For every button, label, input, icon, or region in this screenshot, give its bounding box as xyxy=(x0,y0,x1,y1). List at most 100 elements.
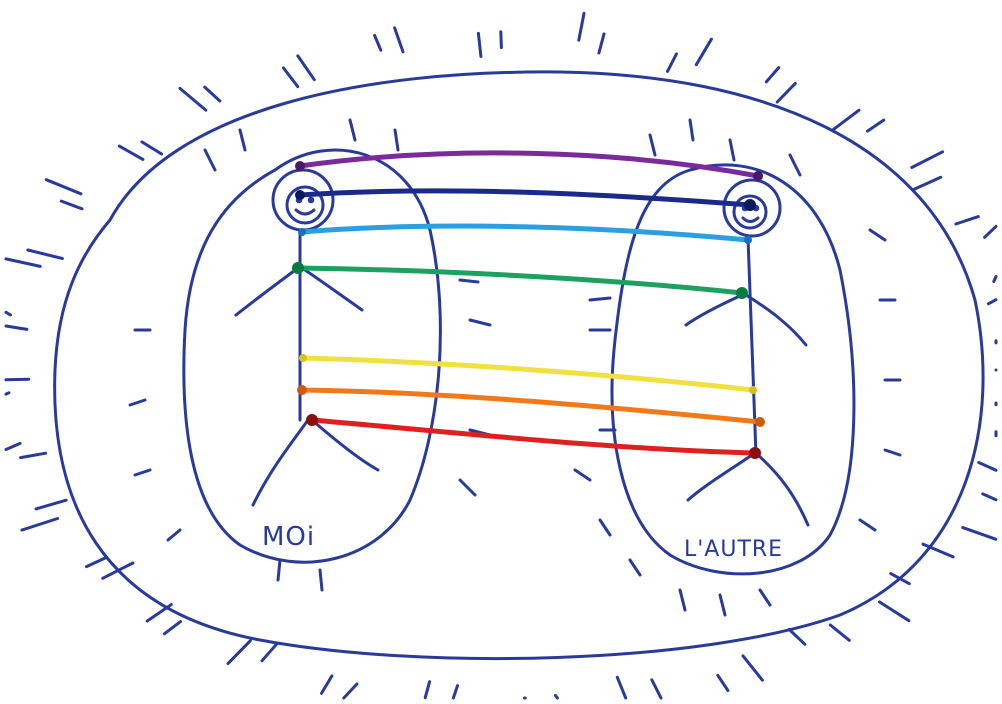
moi-head-inner xyxy=(285,185,325,225)
connection-orange xyxy=(299,387,763,425)
dot-autre-yellow xyxy=(749,386,757,394)
autre-figure xyxy=(684,178,810,527)
aura-ray xyxy=(977,461,998,472)
aura-ray xyxy=(983,224,998,239)
dot-moi-yellow xyxy=(299,354,307,362)
aura-ray xyxy=(133,468,152,477)
aura-ray xyxy=(4,391,11,396)
aura-ray xyxy=(373,33,383,52)
aura-ray xyxy=(458,478,477,497)
aura-ray xyxy=(648,133,657,157)
aura-ray xyxy=(573,468,592,482)
aura-ray xyxy=(19,451,48,460)
aura-ray xyxy=(44,178,83,196)
aura-ray xyxy=(554,694,559,700)
connection-indigo xyxy=(297,188,753,208)
autre-arms xyxy=(684,293,808,347)
aura-ray xyxy=(162,620,182,636)
aura-ray xyxy=(877,600,911,623)
autre-label: L'AUTRE xyxy=(684,537,783,562)
aura-ray xyxy=(226,639,252,666)
aura-ray xyxy=(178,86,208,112)
aura-ray xyxy=(128,398,147,407)
aura-ray xyxy=(320,674,334,695)
dot-autre-orange xyxy=(755,417,765,427)
aura-ray xyxy=(764,66,781,84)
aura-ray xyxy=(718,593,727,617)
aura-ray xyxy=(499,30,503,50)
aura-ray xyxy=(688,118,695,142)
dot-moi-blue xyxy=(298,228,306,236)
aura-ray xyxy=(678,588,687,612)
aura-ray xyxy=(615,675,628,700)
aura-ray xyxy=(296,54,316,82)
dot-autre-blue xyxy=(744,236,752,244)
aura-rays xyxy=(4,11,998,700)
aura-ray xyxy=(628,558,642,577)
aura-ray xyxy=(318,568,324,592)
moi-head xyxy=(271,168,335,232)
connection-green xyxy=(295,265,745,296)
aura-ray xyxy=(694,37,713,67)
aura-ray xyxy=(868,228,887,242)
moi-oval xyxy=(182,148,442,564)
aura-ray xyxy=(393,26,405,54)
aura-ray xyxy=(166,528,182,542)
autre-head-inner xyxy=(732,194,768,230)
aura-ray xyxy=(650,678,663,700)
aura-ray xyxy=(4,441,22,451)
aura-ray xyxy=(20,517,60,532)
aura-ray xyxy=(117,144,145,161)
aura-ray xyxy=(85,556,108,569)
aura-ray xyxy=(59,199,84,211)
aura-ray xyxy=(992,275,998,283)
aura-ray xyxy=(961,526,998,541)
dot-moi-indigo xyxy=(295,190,305,200)
dot-moi-red xyxy=(306,414,318,426)
autre-head xyxy=(722,178,782,238)
dot-moi-violet xyxy=(295,161,305,171)
aura-ray xyxy=(775,81,797,104)
connection-yellow xyxy=(300,355,756,393)
outer-field-ellipse xyxy=(53,70,985,661)
aura-ray xyxy=(26,248,64,260)
aura-ray xyxy=(910,150,945,169)
moi-label: MOi xyxy=(262,522,315,552)
dot-moi-orange xyxy=(297,385,307,395)
aura-ray xyxy=(788,153,802,177)
connection-blue xyxy=(299,223,751,243)
connections xyxy=(295,150,763,456)
moi-figure xyxy=(234,168,380,507)
aura-ray xyxy=(758,588,772,607)
aura-ray xyxy=(238,128,247,152)
aura-ray xyxy=(203,85,222,103)
autre-legs xyxy=(686,453,810,527)
aura-ray xyxy=(858,518,877,532)
connection-red xyxy=(309,417,758,456)
aura-ray xyxy=(866,118,886,133)
dot-autre-indigo xyxy=(744,199,756,211)
aura-ray xyxy=(458,278,480,284)
aura-ray xyxy=(883,448,902,457)
dot-autre-red xyxy=(749,447,761,459)
aura-ray xyxy=(140,140,164,156)
aura-ray xyxy=(4,310,12,317)
aura-ray xyxy=(451,684,459,700)
aura-ray xyxy=(598,518,612,537)
aura-ray xyxy=(828,623,851,642)
moi-arms xyxy=(234,266,364,317)
autre-body xyxy=(746,236,758,457)
aura-ray xyxy=(423,680,432,700)
autre-oval xyxy=(610,163,856,576)
endpoint-dots xyxy=(292,161,765,459)
aura-ray xyxy=(741,654,764,682)
aura-ray xyxy=(281,66,300,89)
aura-ray xyxy=(666,52,678,73)
dot-moi-green xyxy=(292,262,304,274)
aura-ray xyxy=(577,11,586,42)
connection-violet xyxy=(297,150,761,179)
aura-ray xyxy=(787,627,807,646)
aura-ray xyxy=(921,542,955,559)
aura-ray xyxy=(954,215,980,226)
